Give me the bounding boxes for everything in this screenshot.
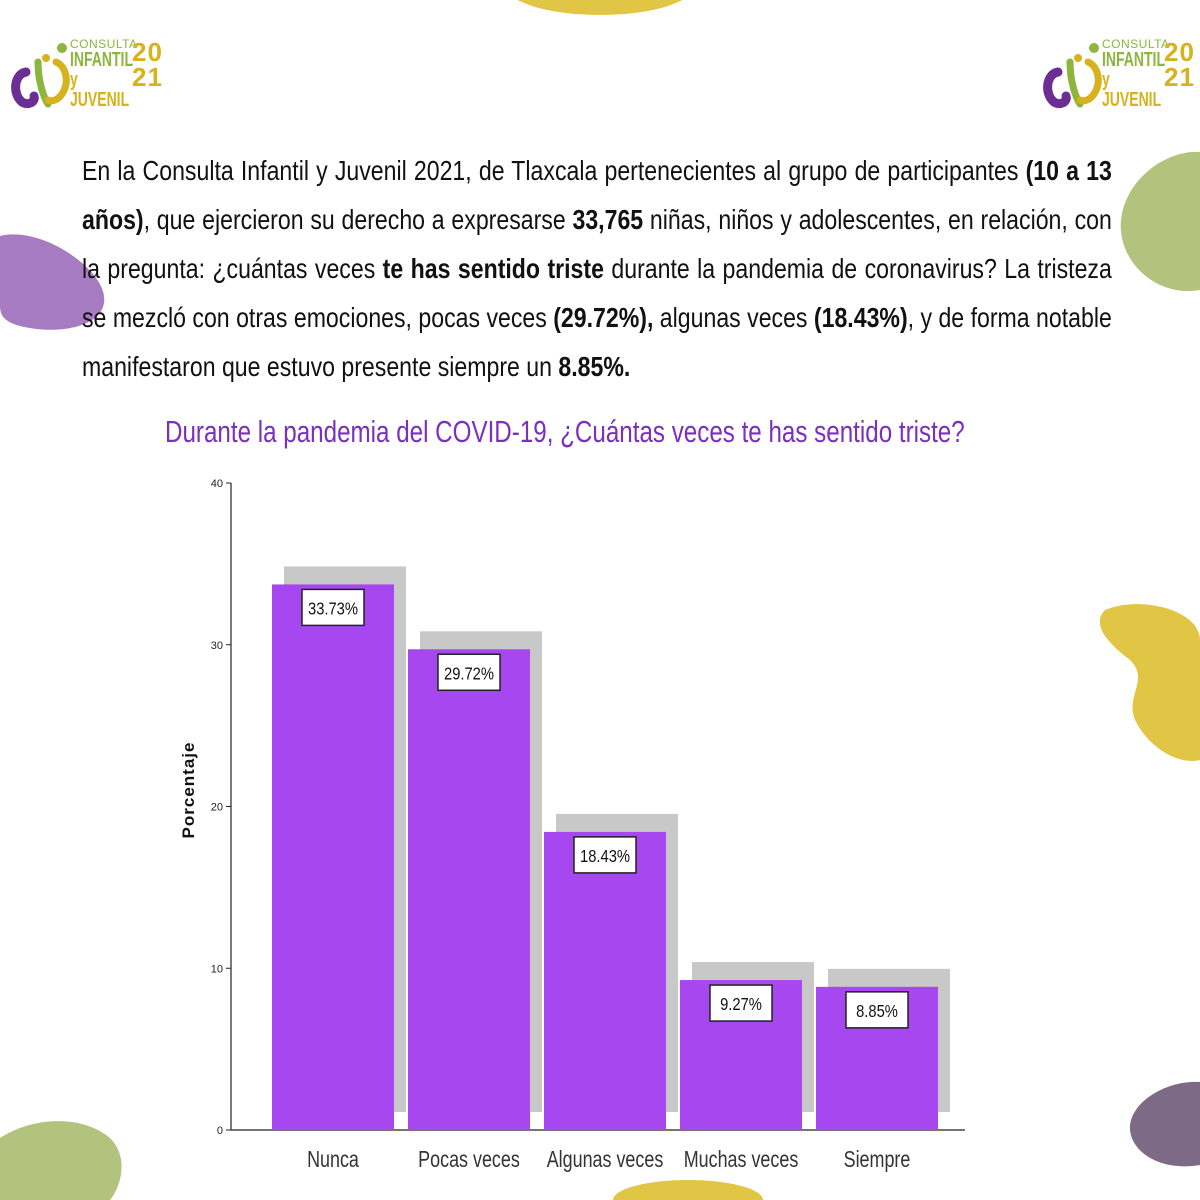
bar — [272, 584, 394, 1130]
y-tick-label: 10 — [211, 963, 223, 975]
logo-line1: CONSULTA — [1102, 37, 1170, 51]
yellow-blob-right — [1100, 604, 1200, 761]
x-tick-label: Muchas veces — [684, 1147, 799, 1173]
logo-line3: y JUVENIL — [1102, 69, 1162, 111]
data-label-box — [709, 984, 773, 1022]
dark-purple-blob-bottom-right — [1129, 1081, 1200, 1167]
intro-text-5: algunas veces — [653, 302, 814, 333]
intro-text-3: niñas, niños y adolescentes, en relación… — [82, 204, 1112, 284]
intro-bold-count: 33,765 — [572, 204, 644, 235]
x-tick-label: Pocas veces — [418, 1147, 520, 1173]
logo-mark-icon — [11, 43, 70, 109]
green-blob-bottom-left — [0, 1121, 122, 1200]
purple-blob-left — [0, 234, 105, 330]
x-tick-label: Siempre — [844, 1147, 911, 1173]
intro-text-2: , que ejercieron su derecho a expresarse — [143, 204, 573, 235]
data-label: 33.73% — [308, 599, 358, 619]
logo-year-bottom: 21 — [1164, 61, 1195, 92]
intro-text-6: , y de forma notable manifestaron que es… — [82, 302, 1112, 382]
y-tick-label: 40 — [211, 478, 223, 490]
bar — [544, 831, 666, 1130]
intro-bold-algunas: (18.43%) — [813, 302, 908, 333]
logo-year-top: 20 — [132, 37, 163, 67]
consulta-logo-right: CONSULTA INFANTIL y JUVENIL 20 21 — [1040, 32, 1200, 114]
data-label-box — [301, 588, 365, 627]
logo-year: 20 21 — [1164, 37, 1195, 92]
logo-mark-icon — [1043, 43, 1102, 109]
y-tick-label: 20 — [211, 802, 223, 814]
data-label: 18.43% — [580, 847, 630, 867]
data-label: 8.85% — [856, 1002, 898, 1022]
bar — [408, 649, 530, 1130]
yellow-blob-top — [517, 0, 683, 15]
data-label-box — [573, 836, 637, 874]
logo-words: CONSULTA INFANTIL y JUVENIL — [70, 38, 168, 110]
intro-paragraph: En la Consulta Infantil y Juvenil 2021, … — [82, 146, 1112, 391]
chart-title: Durante la pandemia del COVID-19, ¿Cuánt… — [165, 414, 965, 449]
y-axis-label: Porcentaje — [179, 742, 198, 839]
data-label-box — [437, 653, 501, 692]
logo-year: 20 21 — [132, 37, 163, 92]
logo-year-top: 20 — [1164, 37, 1195, 67]
intro-bold-pocas: (29.72%), — [553, 302, 654, 333]
y-tick-label: 0 — [217, 1125, 223, 1137]
logo-line2: INFANTIL — [70, 49, 133, 71]
x-tick-label: Nunca — [307, 1147, 359, 1173]
logo-line1: CONSULTA — [70, 37, 138, 51]
x-tick-label: Algunas veces — [547, 1147, 664, 1173]
chart-layer: 0 10 20 30 40 Porcentaje 33.73% Nunca 29.72% Poca… — [179, 478, 965, 1173]
y-tick-label: 30 — [211, 640, 223, 652]
data-label: 9.27% — [720, 995, 762, 1015]
intro-text-4: durante la pandemia de coronavirus? La t… — [82, 253, 1112, 333]
logo-line2: INFANTIL — [1102, 49, 1165, 71]
logo-words: CONSULTA INFANTIL y JUVENIL — [1102, 38, 1200, 110]
logo-year-bottom: 21 — [132, 61, 163, 92]
data-label: 29.72% — [444, 664, 494, 684]
intro-bold-question: te has sentido triste — [382, 253, 604, 284]
intro-bold-siempre: 8.85%. — [558, 351, 631, 382]
intro-text-1: En la Consulta Infantil y Juvenil 2021, … — [82, 155, 1026, 186]
logo-line3: y JUVENIL — [70, 69, 130, 111]
intro-bold-age: (10 a 13 años) — [82, 155, 1112, 235]
consulta-logo-left: CONSULTA INFANTIL y JUVENIL 20 21 — [8, 32, 168, 114]
green-blob-right — [1120, 151, 1200, 292]
data-label-box — [845, 991, 909, 1029]
yellow-blob-bottom — [613, 1180, 763, 1200]
